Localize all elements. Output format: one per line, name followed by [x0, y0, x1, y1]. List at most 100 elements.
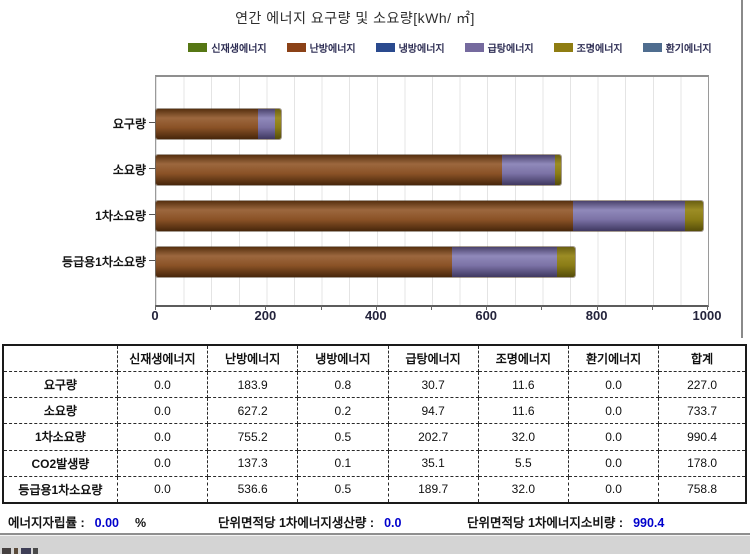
table-header-cell: 환기에너지	[568, 345, 658, 372]
table-row-label: 등급용1차소요량	[3, 476, 117, 503]
x-axis-tick	[210, 305, 211, 310]
table-header-cell: 합계	[659, 345, 746, 372]
bar-segment	[573, 201, 685, 231]
table-cell: 0.0	[117, 476, 207, 503]
table-cell: 0.8	[298, 372, 388, 398]
x-axis-tick	[155, 305, 156, 310]
table-cell: 990.4	[659, 424, 746, 450]
stat-energy-independence: 에너지자립률 : 0.00%	[8, 512, 146, 531]
legend-item: 환기에너지	[643, 40, 712, 55]
table-cell: 178.0	[659, 450, 746, 476]
table-header-cell: 난방에너지	[208, 345, 298, 372]
x-axis-tick	[321, 305, 322, 310]
table-cell: 755.2	[208, 424, 298, 450]
bar-segment	[156, 201, 573, 231]
x-axis-tick	[652, 305, 653, 310]
bar-segment	[275, 109, 281, 139]
legend-swatch-icon	[643, 43, 662, 52]
table-header-cell	[3, 345, 117, 372]
table-cell: 0.0	[117, 398, 207, 424]
x-axis-tick	[707, 305, 708, 310]
table-cell: 5.5	[478, 450, 568, 476]
x-axis-tick	[486, 305, 487, 310]
table-cell: 11.6	[478, 372, 568, 398]
table-header-cell: 조명에너지	[478, 345, 568, 372]
legend-swatch-icon	[188, 43, 207, 52]
stat-value: 990.4	[633, 516, 664, 530]
table-cell: 0.0	[117, 424, 207, 450]
category-tick	[149, 122, 155, 123]
clipped-text-fragment	[2, 548, 40, 554]
stat-value: 0.00	[95, 516, 119, 530]
category-tick	[149, 260, 155, 261]
bar-1차소요량	[156, 201, 703, 231]
legend-item: 급탕에너지	[465, 40, 534, 55]
table-cell: 0.0	[568, 398, 658, 424]
category-label: 등급용1차소요량	[0, 253, 146, 270]
x-axis-label: 1000	[693, 308, 722, 323]
table-cell: 733.7	[659, 398, 746, 424]
legend-item: 조명에너지	[554, 40, 623, 55]
table-cell: 0.5	[298, 476, 388, 503]
x-axis-label: 0	[151, 308, 158, 323]
legend-swatch-icon	[287, 43, 306, 52]
stat-label: 단위면적당 1차에너지소비량 :	[467, 516, 623, 530]
legend-swatch-icon	[465, 43, 484, 52]
table-cell: 0.5	[298, 424, 388, 450]
table-cell: 11.6	[478, 398, 568, 424]
category-label: 소요량	[0, 161, 146, 178]
table-cell: 32.0	[478, 476, 568, 503]
bottom-window-strip	[0, 533, 750, 554]
table-row-label: 1차소요량	[3, 424, 117, 450]
table-row-label: 소요량	[3, 398, 117, 424]
table-cell: 0.0	[568, 424, 658, 450]
bar-segment	[156, 247, 452, 277]
x-axis-tick	[265, 305, 266, 310]
x-axis-tick	[597, 305, 598, 310]
table-cell: 189.7	[388, 476, 478, 503]
legend-label: 난방에너지	[310, 40, 356, 55]
stat-value: 0.0	[384, 516, 401, 530]
stat-label: 에너지자립률 :	[8, 516, 85, 530]
table-cell: 0.0	[117, 372, 207, 398]
category-tick	[149, 214, 155, 215]
table-cell: 758.8	[659, 476, 746, 503]
category-label: 1차소요량	[0, 207, 146, 224]
table-header-cell: 급탕에너지	[388, 345, 478, 372]
chart-title: 연간 에너지 요구량 및 소요량[kWh/ ㎡]	[0, 8, 710, 28]
table-row-label: 요구량	[3, 372, 117, 398]
table-cell: 94.7	[388, 398, 478, 424]
stat-primary-energy-consumption: 단위면적당 1차에너지소비량 : 990.4	[467, 512, 664, 531]
table-row-label: CO2발생량	[3, 450, 117, 476]
table-cell: 32.0	[478, 424, 568, 450]
stat-primary-energy-production: 단위면적당 1차에너지생산량 :0.0	[218, 512, 401, 531]
table-header-cell: 냉방에너지	[298, 345, 388, 372]
table-cell: 0.0	[568, 476, 658, 503]
legend-item: 냉방에너지	[376, 40, 445, 55]
x-axis-label: 400	[365, 308, 387, 323]
category-label: 요구량	[0, 115, 146, 132]
legend-item: 난방에너지	[287, 40, 356, 55]
legend-label: 조명에너지	[577, 40, 623, 55]
stat-unit: %	[135, 516, 146, 530]
table-cell: 0.2	[298, 398, 388, 424]
table-cell: 137.3	[208, 450, 298, 476]
bar-segment	[156, 155, 502, 185]
bar-segment	[452, 247, 557, 277]
table-cell: 0.0	[568, 372, 658, 398]
table-cell: 35.1	[388, 450, 478, 476]
stats-row: 에너지자립률 : 0.00% 단위면적당 1차에너지생산량 :0.0 단위면적당 …	[0, 510, 750, 532]
bar-segment	[258, 109, 275, 139]
x-axis-label: 200	[255, 308, 277, 323]
bar-segment	[557, 247, 575, 277]
x-axis-tick	[431, 305, 432, 310]
